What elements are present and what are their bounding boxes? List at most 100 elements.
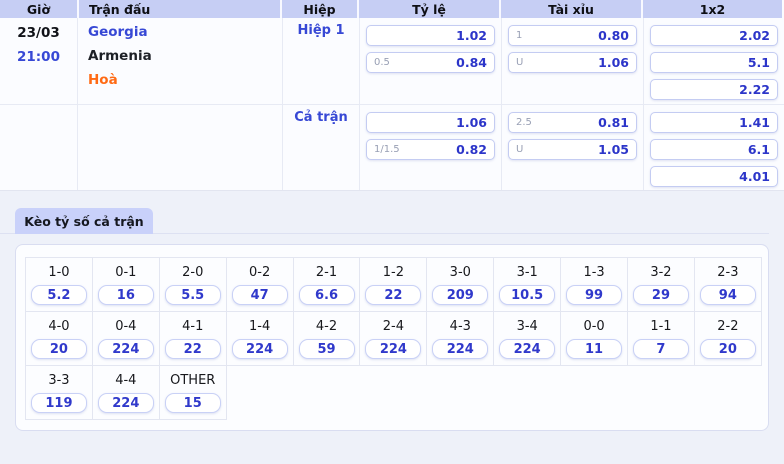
score-label: 3-4 <box>516 319 538 334</box>
score-cell: 3-2 29 <box>628 258 695 312</box>
score-label: 1-0 <box>48 265 70 280</box>
score-cell: 0-2 47 <box>226 258 294 312</box>
score-odds-button[interactable]: 6.6 <box>298 285 355 305</box>
score-cell: 3-0 209 <box>427 258 495 312</box>
odds-line-label: 2.5 <box>516 117 532 128</box>
score-tab-bar: Kèo tỷ số cả trận <box>0 208 769 234</box>
odds-button[interactable]: 0.5 0.84 <box>366 52 495 73</box>
odds-line-label: U <box>516 144 524 155</box>
empty-time-cell <box>0 104 77 190</box>
odds-button[interactable]: 4.01 <box>650 166 778 187</box>
score-odds-button[interactable]: 22 <box>164 339 221 359</box>
score-label: 2-0 <box>182 265 204 280</box>
odds-button[interactable]: U 1.06 <box>508 52 637 73</box>
odds-button[interactable]: 1.02 <box>366 25 495 46</box>
odds-button[interactable]: 2.5 0.81 <box>508 112 637 133</box>
score-odds-button[interactable]: 15 <box>164 393 221 413</box>
score-odds-button[interactable]: 99 <box>566 285 623 305</box>
score-label: 2-3 <box>717 265 739 280</box>
odds-button[interactable]: 1 0.80 <box>508 25 637 46</box>
1x2-odds-first-half: 2.02 5.1 2.22 <box>643 18 784 104</box>
match-time-cell: 23/03 21:00 <box>0 18 77 104</box>
score-odds-button[interactable]: 224 <box>97 393 154 413</box>
score-label: 0-2 <box>249 265 271 280</box>
score-odds-button[interactable]: 16 <box>97 285 154 305</box>
odds-value: 1.05 <box>598 142 629 157</box>
odds-value: 1.06 <box>456 115 487 130</box>
score-odds-button[interactable]: 59 <box>298 339 355 359</box>
home-team-link[interactable]: Georgia <box>88 24 148 40</box>
score-cell: 1-2 22 <box>360 258 428 312</box>
score-cell: 1-1 7 <box>628 312 695 366</box>
score-cell: 3-3 119 <box>26 366 93 420</box>
score-odds-button[interactable]: 224 <box>97 339 154 359</box>
score-cell: 2-4 224 <box>360 312 428 366</box>
odds-value: 1.41 <box>739 115 770 130</box>
over-under-odds-first-half: 1 0.80 U 1.06 <box>501 18 643 104</box>
tab-correct-score[interactable]: Kèo tỷ số cả trận <box>15 208 153 234</box>
period-label-first-half: Hiệp 1 <box>282 18 359 104</box>
score-cell: 2-2 20 <box>694 312 762 366</box>
odds-value: 2.02 <box>739 28 770 43</box>
score-cell: 2-3 94 <box>694 258 762 312</box>
score-odds-button[interactable]: 7 <box>632 339 689 359</box>
odds-button[interactable]: 1/1.5 0.82 <box>366 139 495 160</box>
odds-button[interactable]: 5.1 <box>650 52 778 73</box>
score-odds-button[interactable]: 29 <box>632 285 689 305</box>
score-cell: 4-0 20 <box>26 312 93 366</box>
score-label: 4-3 <box>449 319 471 334</box>
odds-button[interactable]: 1.41 <box>650 112 778 133</box>
score-odds-button[interactable]: 20 <box>699 339 756 359</box>
header-period: Hiệp <box>280 0 357 18</box>
odds-button[interactable]: U 1.05 <box>508 139 637 160</box>
score-odds-button[interactable]: 224 <box>231 339 288 359</box>
score-odds-button[interactable]: 5.2 <box>30 285 87 305</box>
score-odds-button[interactable]: 5.5 <box>164 285 221 305</box>
score-cell: 0-4 224 <box>92 312 160 366</box>
odds-value: 6.1 <box>747 142 770 157</box>
score-label: 1-4 <box>249 319 271 334</box>
score-label: 3-2 <box>650 265 672 280</box>
odds-value: 5.1 <box>747 55 770 70</box>
score-label: 0-1 <box>115 265 137 280</box>
score-label: 1-1 <box>650 319 672 334</box>
score-odds-button[interactable]: 22 <box>365 285 422 305</box>
over-under-odds-full-time: 2.5 0.81 U 1.05 <box>501 104 643 190</box>
away-team-name: Armenia <box>88 48 152 64</box>
score-cell: 0-0 11 <box>561 312 629 366</box>
odds-value: 2.22 <box>739 82 770 97</box>
correct-score-panel: 1-0 5.2 0-1 16 2-0 5.5 0-2 47 2-1 6.6 1-… <box>15 244 769 431</box>
score-label: 3-1 <box>516 265 538 280</box>
score-cell: 3-1 10.5 <box>494 258 562 312</box>
score-odds-button[interactable]: 11 <box>566 339 623 359</box>
odds-line-label: 0.5 <box>374 57 390 68</box>
odds-row-full-time: Cả trận 1.06 1/1.5 0.82 2.5 0.81 U 1.05 … <box>0 104 784 190</box>
odds-button[interactable]: 1.06 <box>366 112 495 133</box>
score-cell: OTHER 15 <box>159 366 227 420</box>
score-odds-button[interactable]: 20 <box>30 339 87 359</box>
odds-button[interactable]: 2.22 <box>650 79 778 100</box>
score-odds-button[interactable]: 119 <box>30 393 87 413</box>
score-cell: 4-3 224 <box>427 312 495 366</box>
score-odds-button[interactable]: 94 <box>699 285 756 305</box>
score-label: 3-3 <box>48 373 70 388</box>
odds-button[interactable]: 6.1 <box>650 139 778 160</box>
odds-button[interactable]: 2.02 <box>650 25 778 46</box>
score-odds-button[interactable]: 209 <box>432 285 489 305</box>
odds-value: 1.06 <box>598 55 629 70</box>
score-label: 0-0 <box>583 319 605 334</box>
score-label: 1-3 <box>583 265 605 280</box>
score-cell: 1-3 99 <box>561 258 629 312</box>
score-odds-button[interactable]: 224 <box>365 339 422 359</box>
score-odds-button[interactable]: 10.5 <box>499 285 556 305</box>
match-kickoff-time: 21:00 <box>17 49 60 65</box>
header-over-under: Tài xỉu <box>499 0 641 18</box>
1x2-odds-full-time: 1.41 6.1 4.01 <box>643 104 784 190</box>
score-label: OTHER <box>170 373 216 388</box>
header-match: Trận đấu <box>77 0 280 18</box>
score-label: 2-4 <box>382 319 405 334</box>
score-odds-button[interactable]: 224 <box>499 339 556 359</box>
correct-score-grid: 1-0 5.2 0-1 16 2-0 5.5 0-2 47 2-1 6.6 1-… <box>25 257 762 420</box>
score-odds-button[interactable]: 47 <box>231 285 288 305</box>
score-odds-button[interactable]: 224 <box>432 339 489 359</box>
